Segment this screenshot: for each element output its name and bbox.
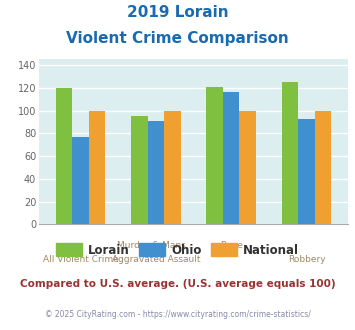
Text: Rape: Rape bbox=[220, 241, 242, 250]
Text: © 2025 CityRating.com - https://www.cityrating.com/crime-statistics/: © 2025 CityRating.com - https://www.city… bbox=[45, 310, 310, 319]
Bar bbox=[315, 111, 331, 224]
Bar bbox=[56, 88, 72, 224]
Text: Robbery: Robbery bbox=[288, 255, 325, 264]
Text: Murder & Mans...: Murder & Mans... bbox=[117, 241, 195, 250]
Bar bbox=[206, 87, 223, 224]
Bar bbox=[164, 111, 181, 224]
Bar bbox=[148, 121, 164, 224]
Bar bbox=[72, 137, 89, 224]
Bar bbox=[239, 111, 256, 224]
Bar bbox=[223, 92, 239, 224]
Text: All Violent Crime: All Violent Crime bbox=[43, 255, 118, 264]
Legend: Lorain, Ohio, National: Lorain, Ohio, National bbox=[51, 239, 304, 261]
Text: Aggravated Assault: Aggravated Assault bbox=[111, 255, 200, 264]
Text: Violent Crime Comparison: Violent Crime Comparison bbox=[66, 31, 289, 46]
Text: Compared to U.S. average. (U.S. average equals 100): Compared to U.S. average. (U.S. average … bbox=[20, 279, 335, 289]
Bar bbox=[89, 111, 105, 224]
Bar bbox=[298, 118, 315, 224]
Bar bbox=[131, 116, 148, 224]
Text: 2019 Lorain: 2019 Lorain bbox=[127, 5, 228, 20]
Bar bbox=[282, 82, 298, 224]
